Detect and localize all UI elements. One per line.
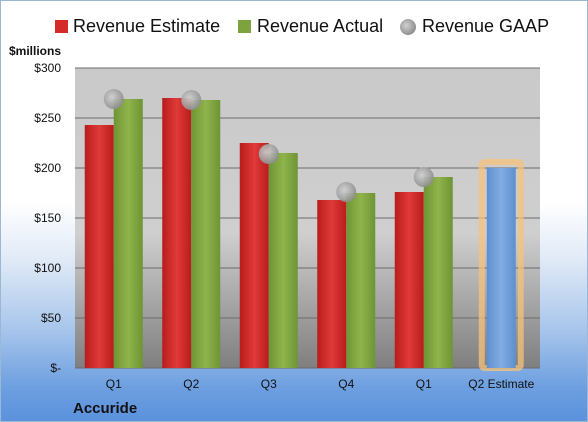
x-tick-label: Q2 Estimate [468,377,534,391]
bar-revenue-actual [191,100,221,368]
legend-marker-gaap [400,19,416,35]
y-tick-label: $250 [34,111,61,125]
y-tick-label: $200 [34,161,61,175]
y-tick-label: $300 [34,61,61,75]
legend-label-estimate: Revenue Estimate [73,16,220,36]
bar-revenue-actual-estimate [486,168,516,368]
gaap-markers [103,89,434,202]
y-tick-label: $150 [34,211,61,225]
legend-swatch-estimate [55,20,68,33]
marker-revenue-gaap [103,89,124,109]
y-axis-unit: $millions [9,44,61,58]
bar-revenue-estimate [162,98,192,368]
y-tick-labels: $- $50 $100 $150 $200 $250 $300 [34,61,61,375]
bar-revenue-estimate [84,125,114,368]
bar-revenue-actual [268,153,298,368]
marker-revenue-gaap [181,90,202,110]
bar-revenue-actual [113,99,143,368]
bar-revenue-actual [346,193,376,368]
y-tick-label: $- [50,361,61,375]
bar-revenue-estimate [317,200,347,368]
marker-revenue-gaap [258,144,279,164]
bar-revenue-actual [423,177,453,368]
bar-revenue-estimate [394,192,424,368]
y-tick-label: $50 [41,311,61,325]
legend-label-gaap: Revenue GAAP [422,16,549,36]
marker-revenue-gaap [336,182,357,202]
legend-swatch-actual [238,20,251,33]
gridlines [75,67,540,369]
x-tick-label: Q1 [106,377,122,391]
company-name: Accuride [73,400,137,417]
y-tick-label: $100 [34,261,61,275]
bars [84,98,524,371]
marker-revenue-gaap [413,167,434,187]
x-tick-label: Q4 [338,377,354,391]
x-tick-labels: Q1 Q2 Q3 Q4 Q1 Q2 Estimate [106,377,535,391]
x-tick-label: Q3 [261,377,277,391]
bar-revenue-estimate [239,143,269,368]
x-tick-label: Q1 [416,377,432,391]
legend-label-actual: Revenue Actual [257,16,383,36]
x-tick-label: Q2 [183,377,199,391]
legend: Revenue Estimate Revenue Actual Revenue … [55,16,549,36]
